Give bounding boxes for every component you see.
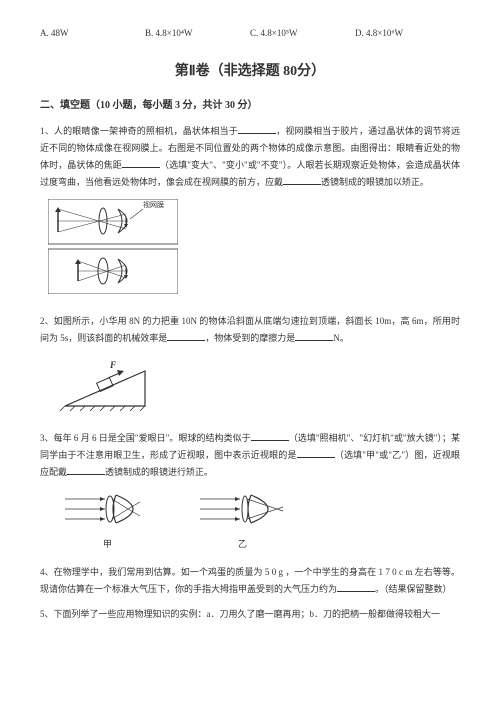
q5-text: 5、下面列举了一些应用物理知识的实例：a．刀用久了磨一磨再用；b．刀的把柄一般都… [40, 609, 440, 619]
option-c: C. 4.8×10⁵W [250, 28, 355, 38]
question-5: 5、下面列举了一些应用物理知识的实例：a．刀用久了磨一磨再用；b．刀的把柄一般都… [40, 606, 460, 623]
q3-blank-1 [251, 431, 289, 441]
q4-text-2: 。（结果保留整数） [375, 584, 452, 594]
question-3: 3、每年 6 月 6 日是全国"爱眼日"。眼球的结构类似于（选填"照相机"、"幻… [40, 430, 460, 481]
q1-text-4: 透镜制成的眼镜加以矫正。 [321, 177, 429, 187]
q3-text-4: 透镜制成的眼镜进行矫正。 [105, 467, 213, 477]
q2-incline-diagram: F [60, 356, 460, 416]
q1-blank-3 [283, 175, 321, 185]
question-1: 1、人的眼睛像一架神奇的照相机，晶状体相当于，视网膜相当于胶片，通过晶状体的调节… [40, 123, 460, 191]
diagram-jia: 甲 [60, 489, 155, 550]
q3-eye-diagrams: 甲 乙 [60, 489, 460, 550]
label-yi: 乙 [195, 537, 290, 550]
q1-blank-2 [122, 158, 160, 168]
q3-blank-2 [297, 448, 335, 458]
q2-blank-2 [295, 331, 333, 341]
q2-text-3: N。 [333, 333, 349, 343]
option-d: D. 4.8×10⁶W [355, 28, 460, 38]
section-title: 第Ⅱ卷（非选择题 80分） [40, 60, 460, 80]
q1-blank-1 [238, 124, 276, 134]
diagram-yi: 乙 [195, 489, 290, 550]
subsection-title: 二、填空题（10 小题，每小题 3 分，共计 30 分） [40, 96, 460, 111]
retina-label: 视网膜 [143, 200, 164, 209]
q1-eye-diagram: 视网膜 [48, 199, 460, 299]
q1-text-1: 1、人的眼睛像一架神奇的照相机，晶状体相当于 [40, 126, 238, 136]
force-label: F [109, 360, 116, 370]
q4-blank-1 [337, 582, 375, 592]
label-jia: 甲 [60, 537, 155, 550]
option-b: B. 4.8×10⁴W [145, 28, 250, 38]
q2-text-2: ，物体受到的摩擦力是 [205, 333, 295, 343]
answer-options-row: A. 48W B. 4.8×10⁴W C. 4.8×10⁵W D. 4.8×10… [40, 28, 460, 38]
q3-blank-3 [67, 465, 105, 475]
q2-blank-1 [167, 331, 205, 341]
option-a: A. 48W [40, 28, 145, 38]
q3-text-1: 3、每年 6 月 6 日是全国"爱眼日"。眼球的结构类似于 [40, 433, 251, 443]
question-4: 4、在物理学中，我们常用到估算。如一个鸡蛋的质量为 5 0 g ，一个中学生的身… [40, 564, 460, 598]
question-2: 2、如图所示，小华用 8N 的力把重 10N 的物体沿斜面从底端匀速拉到顶端，斜… [40, 313, 460, 347]
